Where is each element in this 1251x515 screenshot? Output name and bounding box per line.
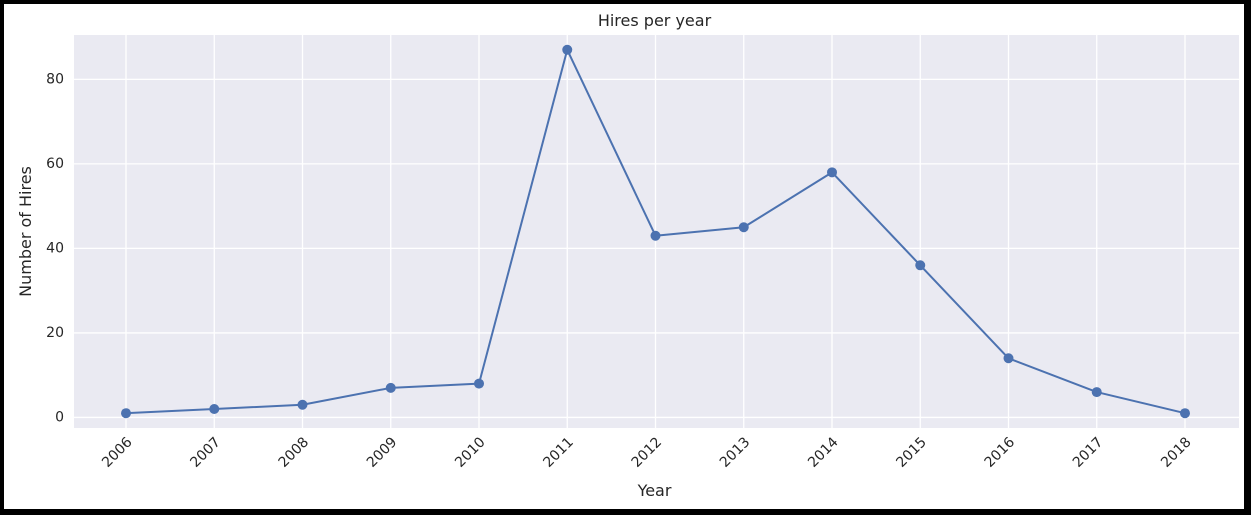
data-point (1091, 387, 1102, 398)
x-tick-label: 2013 (717, 434, 754, 471)
series-layer (121, 44, 1190, 419)
x-tick-label: 2010 (452, 434, 489, 471)
data-point (474, 378, 484, 389)
data-point (209, 403, 220, 414)
y-tick-label: 80 (46, 71, 64, 87)
y-tick-labels: 0 20 40 60 80 (46, 71, 64, 425)
x-tick-label: 2014 (805, 434, 842, 471)
x-tick-labels: 2006 2007 2008 2009 2010 2011 2012 2013 2014 2015… (99, 434, 1195, 471)
data-point (1003, 353, 1014, 364)
line-chart: 2006 2007 2008 2009 2010 2011 2012 2013 2014 2015… (16, 11, 1239, 500)
data-point (738, 222, 749, 233)
x-axis-title: Year (637, 481, 672, 500)
x-tick-label: 2018 (1158, 434, 1195, 471)
x-tick-label: 2017 (1070, 434, 1107, 471)
data-point (1180, 408, 1190, 419)
y-tick-label: 20 (46, 325, 64, 341)
chart-title: Hires per year (598, 11, 712, 30)
data-point (385, 382, 396, 393)
y-tick-label: 60 (46, 156, 64, 172)
data-point (650, 230, 661, 241)
x-tick-label: 2008 (276, 434, 313, 471)
data-point (562, 44, 573, 55)
x-tick-label: 2006 (99, 434, 136, 471)
data-point (121, 408, 131, 419)
x-tick-label: 2011 (540, 434, 577, 471)
y-tick-label: 0 (55, 409, 64, 425)
chart-figure: 2006 2007 2008 2009 2010 2011 2012 2013 2014 2015… (4, 4, 1244, 509)
data-point (297, 399, 308, 410)
data-point (827, 167, 837, 178)
y-tick-label: 40 (46, 240, 64, 256)
x-tick-label: 2009 (364, 434, 401, 471)
x-tick-label: 2012 (629, 434, 666, 471)
y-axis-title: Number of Hires (16, 166, 35, 297)
data-point (915, 260, 926, 271)
x-tick-label: 2007 (187, 434, 224, 471)
x-tick-label: 2016 (982, 434, 1019, 471)
x-tick-label: 2015 (893, 434, 930, 471)
